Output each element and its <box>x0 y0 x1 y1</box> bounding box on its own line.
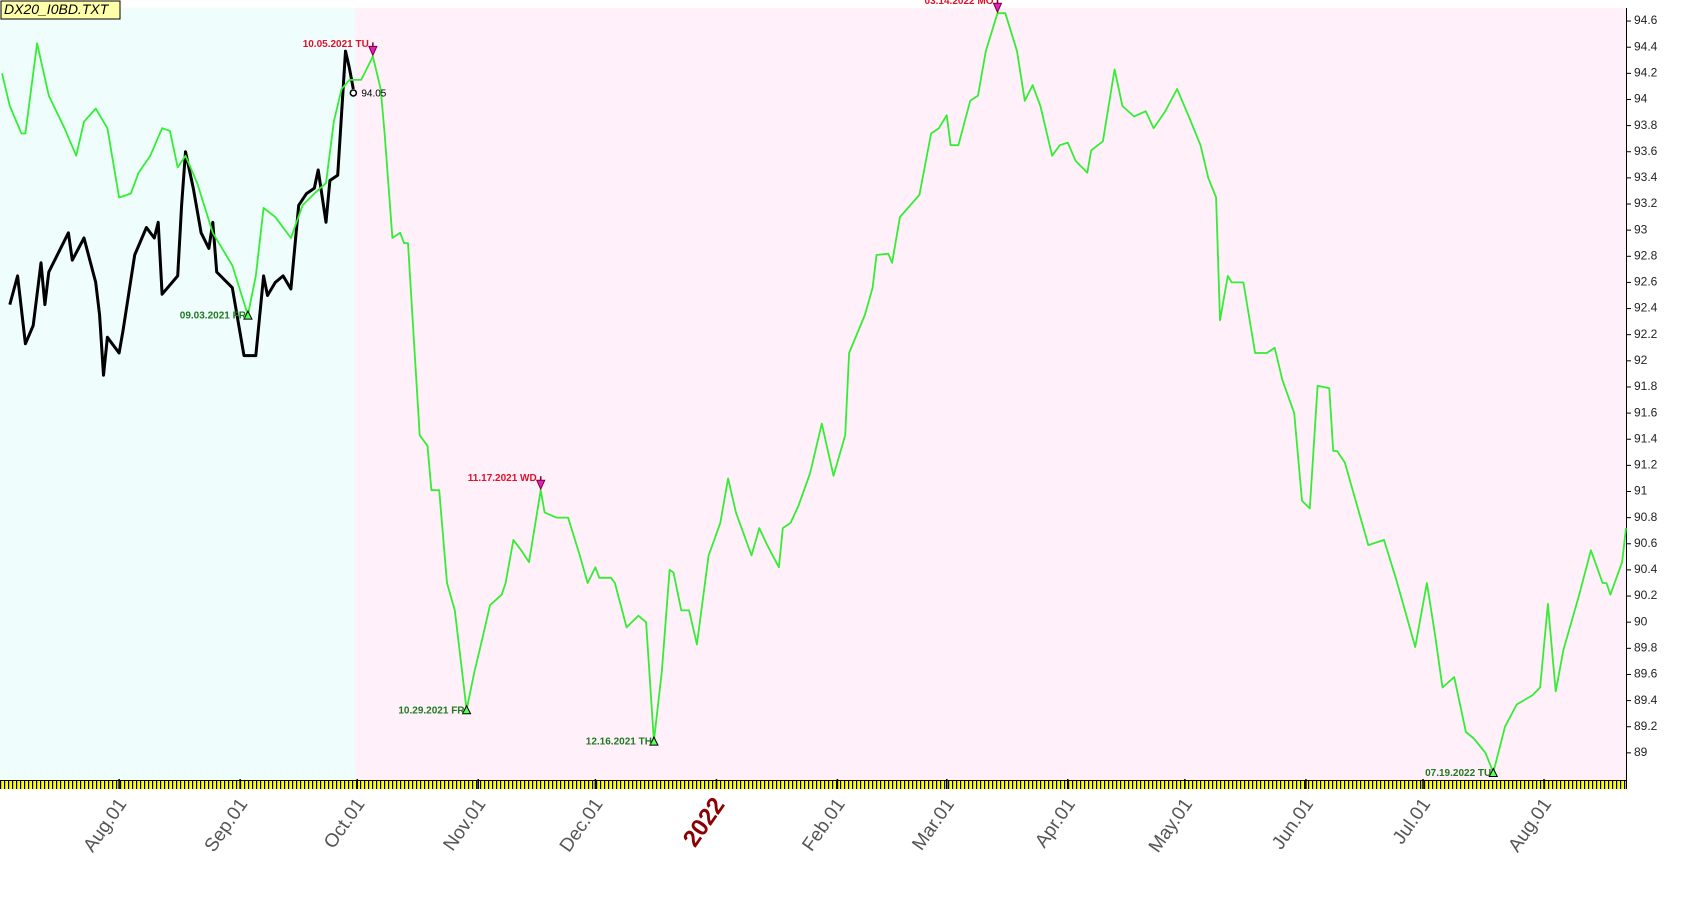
title-box <box>0 0 121 20</box>
chart-title: DX20_I0BD.TXT <box>4 1 110 17</box>
x-tick-label: Mar.01 <box>908 795 959 855</box>
y-tick-label: 93.8 <box>1634 118 1658 132</box>
y-tick-label: 91.2 <box>1634 458 1658 472</box>
price-line <box>8 49 355 377</box>
x-tick-label: Jun.01 <box>1268 795 1318 854</box>
x-tick-label: Aug.01 <box>80 795 132 856</box>
y-tick-label: 94 <box>1634 92 1648 106</box>
y-tick-label: 90.4 <box>1634 562 1658 576</box>
background-region <box>355 8 1626 780</box>
y-tick-label: 92.6 <box>1634 275 1658 289</box>
y-tick-label: 89.8 <box>1634 640 1658 654</box>
x-tick-label: Apr.01 <box>1031 795 1080 852</box>
annotation-label: 10.05.2021 TU <box>303 39 369 50</box>
x-tick-label: Nov.01 <box>440 795 491 855</box>
y-tick-label: 94.6 <box>1634 13 1658 27</box>
annotation-label: 11.17.2021 WD <box>468 473 537 484</box>
y-tick-label: 90 <box>1634 614 1648 628</box>
x-tick-label: 2022 <box>678 793 731 852</box>
y-tick-label: 92.8 <box>1634 248 1658 262</box>
x-tick-label: Feb.01 <box>798 795 849 856</box>
price-line <box>1 12 1627 774</box>
x-tick-label: Dec.01 <box>556 795 608 856</box>
y-tick-label: 89 <box>1634 745 1648 759</box>
value-marker <box>349 89 358 97</box>
background-region <box>0 8 358 780</box>
low-marker <box>243 309 253 320</box>
y-tick-label: 93 <box>1634 222 1648 236</box>
annotation-label: 10.29.2021 FR <box>398 705 465 716</box>
y-tick-label: 94.2 <box>1634 66 1658 80</box>
y-tick-label: 93.4 <box>1634 170 1658 184</box>
y-tick-label: 89.2 <box>1634 719 1658 733</box>
y-tick-label: 91 <box>1634 484 1648 498</box>
annotation-label: 12.16.2021 TH <box>586 737 652 748</box>
x-tick-label: Sep.01 <box>201 795 253 856</box>
y-tick-label: 93.2 <box>1634 196 1658 210</box>
y-tick-label: 90.8 <box>1634 510 1658 524</box>
x-tick-label: May.01 <box>1145 795 1197 857</box>
background <box>0 8 1626 780</box>
x-tick-label: Jul.01 <box>1389 795 1435 849</box>
y-tick-label: 91.6 <box>1634 405 1658 419</box>
low-marker <box>461 704 472 715</box>
y-tick-label: 91.8 <box>1634 379 1658 393</box>
day-tick-strip <box>0 781 1626 789</box>
y-tick-label: 90.2 <box>1634 588 1658 602</box>
low-marker <box>649 735 659 746</box>
y-tick-label: 92 <box>1634 353 1648 367</box>
x-tick-label: Oct.01 <box>320 795 369 853</box>
y-tick-label: 90.6 <box>1634 536 1658 550</box>
plot-area: 10.05.2021 TU 09.03.2021 FR 94.05 10.29.202… <box>1 0 1627 779</box>
y-tick-label: 94.4 <box>1634 39 1658 53</box>
y-tick-label: 92.2 <box>1634 327 1658 341</box>
y-tick-label: 91.4 <box>1634 431 1658 445</box>
annotation-label: 07.19.2022 TU <box>1425 768 1491 779</box>
y-tick-label: 89.4 <box>1634 693 1658 707</box>
annotation-label: 09.03.2021 FR <box>180 311 247 322</box>
x-tick-label: Aug.01 <box>1504 795 1556 856</box>
high-marker <box>535 479 546 491</box>
y-tick-label: 92.4 <box>1634 301 1658 315</box>
y-tick-label: 89.6 <box>1634 667 1658 681</box>
annotation-label: 03.14.2022 MO <box>925 0 994 7</box>
high-marker <box>992 2 1003 14</box>
y-tick-label: 93.6 <box>1634 144 1658 158</box>
annotation-label: 94.05 <box>361 89 386 100</box>
low-marker <box>1488 767 1499 777</box>
